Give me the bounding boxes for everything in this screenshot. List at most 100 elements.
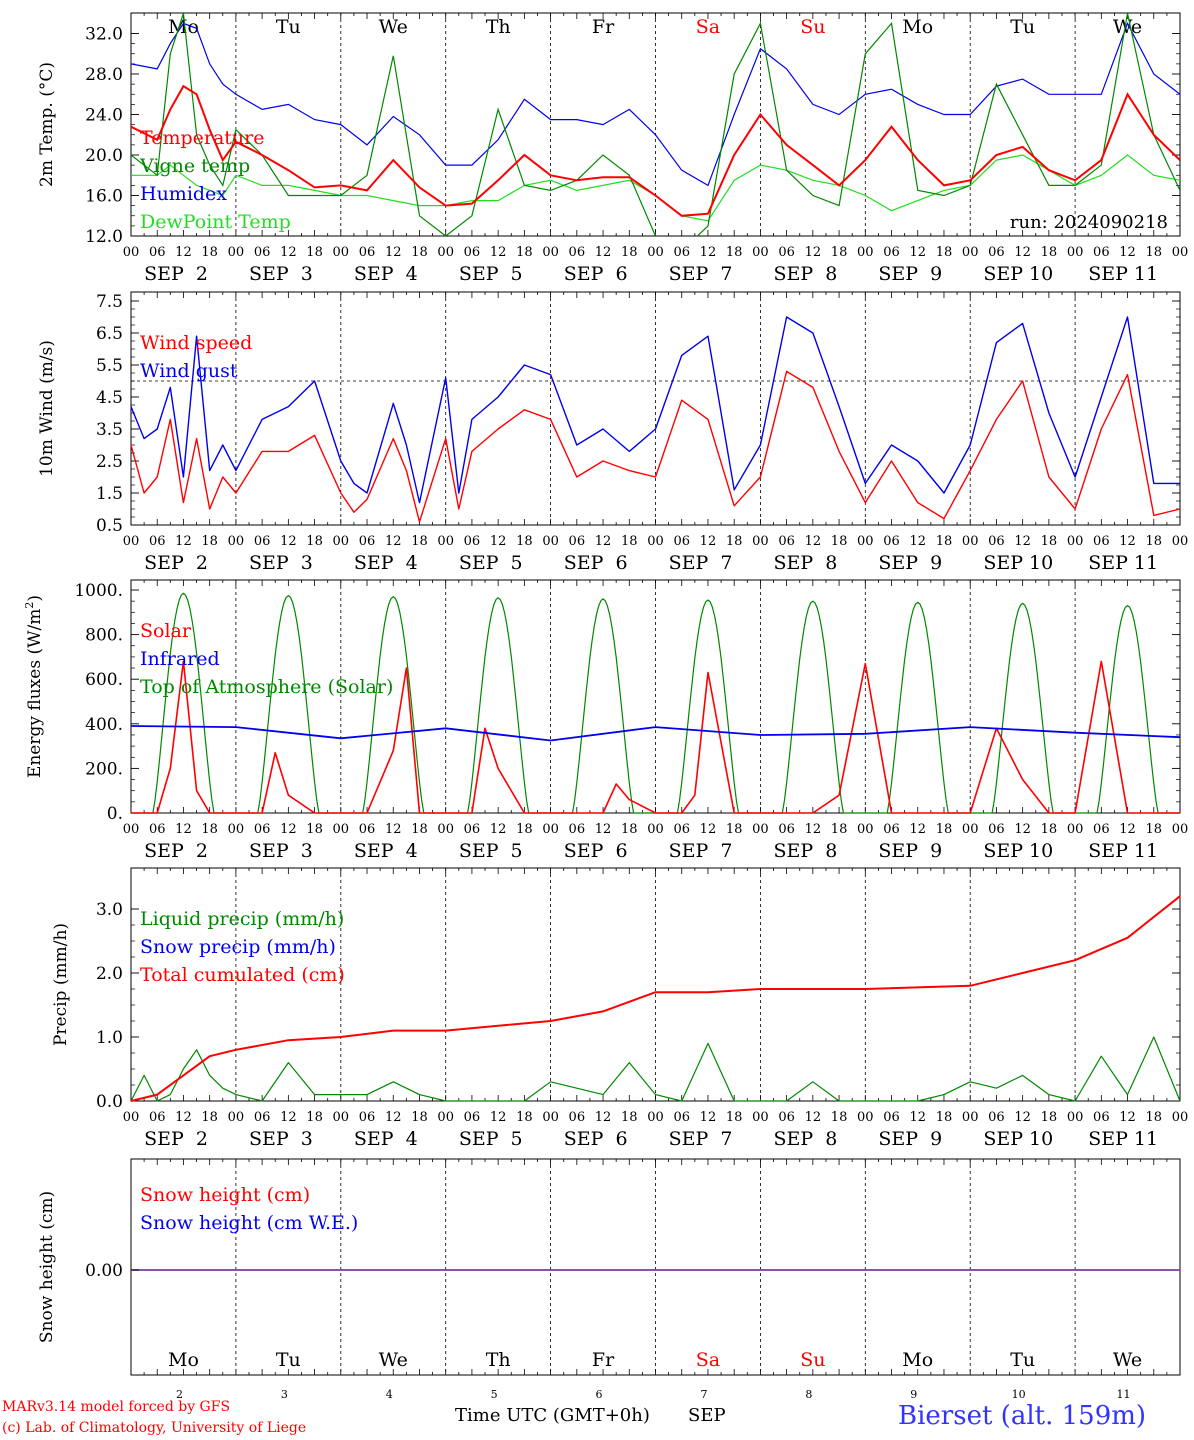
y-tick-label: 1.0 xyxy=(96,1028,123,1048)
series-line-dewpoint-temp xyxy=(131,154,1180,222)
hour-tick-label: 06 xyxy=(673,1110,690,1125)
weekday-label: Th xyxy=(486,16,511,38)
series-line-total-cumulated xyxy=(130,895,1181,1102)
y-tick-label: 5.5 xyxy=(96,356,123,376)
bottom-date-label: 7 xyxy=(700,1388,707,1401)
date-label: SEP 9 xyxy=(878,263,942,285)
hour-tick-label: 06 xyxy=(883,822,900,837)
date-label: SEP 3 xyxy=(249,263,313,285)
hour-tick-label: 12 xyxy=(805,1110,822,1125)
hour-tick-label: 00 xyxy=(752,534,769,549)
weekday-label: Su xyxy=(800,1349,825,1371)
date-label: SEP 4 xyxy=(354,1128,418,1150)
hour-tick-label: 06 xyxy=(464,822,481,837)
hour-tick-label: 12 xyxy=(805,245,822,260)
hour-tick-label: 06 xyxy=(254,245,271,260)
date-label: SEP 7 xyxy=(669,1128,733,1150)
y-tick-label: 2.0 xyxy=(96,964,123,984)
y-tick-label: 0.0 xyxy=(96,1092,123,1112)
hour-tick-label: 18 xyxy=(1146,822,1163,837)
run-annotation: run: 2024090218 xyxy=(1010,212,1168,233)
hour-tick-label: 18 xyxy=(621,534,638,549)
date-label: SEP 8 xyxy=(774,1128,838,1150)
hour-tick-label: 18 xyxy=(1146,1110,1163,1125)
hour-tick-label: 00 xyxy=(228,534,245,549)
hour-tick-label: 00 xyxy=(542,245,559,260)
legend-wind-speed: Wind speed xyxy=(140,332,252,354)
legend-liquid-precip-mm-h-: Liquid precip (mm/h) xyxy=(140,908,344,930)
weekday-label: Sa xyxy=(696,1349,720,1371)
hour-tick-label: 12 xyxy=(280,534,297,549)
hour-tick-label: 18 xyxy=(516,822,533,837)
date-label: SEP 5 xyxy=(459,1128,523,1150)
hour-tick-label: 18 xyxy=(831,1110,848,1125)
y-axis-title: Energy fluxes (W/m2) xyxy=(23,595,45,778)
hour-tick-label: 12 xyxy=(700,534,717,549)
date-label: SEP 11 xyxy=(1088,1128,1158,1150)
weekday-label: Mo xyxy=(902,1349,933,1371)
hour-tick-label: 12 xyxy=(700,822,717,837)
hour-tick-label: 00 xyxy=(647,1110,664,1125)
hour-tick-label: 06 xyxy=(464,1110,481,1125)
hour-tick-label: 12 xyxy=(1119,534,1136,549)
date-label: SEP 10 xyxy=(983,1128,1053,1150)
legend-vigne-temp: Vigne temp xyxy=(139,155,250,177)
date-label: SEP 2 xyxy=(144,552,208,574)
date-label: SEP 2 xyxy=(144,263,208,285)
hour-tick-label: 12 xyxy=(1119,1110,1136,1125)
weekday-label: We xyxy=(379,16,408,38)
hour-tick-label: 00 xyxy=(228,822,245,837)
legend-infrared: Infrared xyxy=(140,648,220,670)
hour-tick-label: 00 xyxy=(437,245,454,260)
hour-tick-label: 18 xyxy=(831,245,848,260)
hour-tick-label: 06 xyxy=(464,534,481,549)
weekday-label: We xyxy=(1113,1349,1142,1371)
hour-tick-label: 12 xyxy=(280,822,297,837)
series-line-temperature xyxy=(131,84,1180,217)
bottom-date-label: 8 xyxy=(805,1388,812,1401)
y-axis-title: Precip (mm/h) xyxy=(51,923,71,1046)
hour-tick-label: 00 xyxy=(647,245,664,260)
hour-tick-label: 12 xyxy=(1119,245,1136,260)
hour-tick-label: 06 xyxy=(359,534,376,549)
weekday-label: Tu xyxy=(276,1349,301,1371)
hour-tick-label: 06 xyxy=(359,245,376,260)
hour-tick-label: 12 xyxy=(175,534,192,549)
hour-tick-label: 00 xyxy=(437,822,454,837)
series-line-wind-gust xyxy=(130,316,1180,504)
hour-tick-label: 00 xyxy=(437,1110,454,1125)
hour-tick-label: 12 xyxy=(1014,534,1031,549)
hour-tick-label: 00 xyxy=(228,1110,245,1125)
y-tick-label: 0.5 xyxy=(96,516,123,536)
hour-tick-label: 12 xyxy=(1014,245,1031,260)
hour-tick-label: 18 xyxy=(516,245,533,260)
hour-tick-label: 06 xyxy=(569,534,586,549)
hour-tick-label: 06 xyxy=(359,1110,376,1125)
hour-tick-label: 18 xyxy=(306,1110,323,1125)
hour-tick-label: 06 xyxy=(569,1110,586,1125)
x-axis-title: Time UTC (GMT+0h) xyxy=(455,1405,650,1426)
date-label: SEP 5 xyxy=(459,552,523,574)
legend-temperature: Temperature xyxy=(140,127,264,149)
hour-tick-label: 00 xyxy=(857,1110,874,1125)
bottom-date-label: 3 xyxy=(281,1388,288,1401)
hour-tick-label: 18 xyxy=(1146,245,1163,260)
hour-tick-label: 06 xyxy=(254,1110,271,1125)
hour-tick-label: 12 xyxy=(909,822,926,837)
date-label: SEP 6 xyxy=(564,552,628,574)
date-label: SEP 10 xyxy=(983,552,1053,574)
date-label: SEP 6 xyxy=(564,1128,628,1150)
hour-tick-label: 06 xyxy=(988,1110,1005,1125)
hour-tick-label: 12 xyxy=(595,822,612,837)
hour-tick-label: 18 xyxy=(621,822,638,837)
hour-tick-label: 00 xyxy=(857,245,874,260)
hour-tick-label: 00 xyxy=(962,822,979,837)
hour-tick-label: 00 xyxy=(123,1110,140,1125)
series-line-humidex xyxy=(131,21,1180,187)
hour-tick-label: 12 xyxy=(595,245,612,260)
hour-tick-label: 00 xyxy=(647,822,664,837)
hour-tick-label: 06 xyxy=(778,245,795,260)
weekday-label: Sa xyxy=(696,16,720,38)
hour-tick-label: 06 xyxy=(1093,534,1110,549)
